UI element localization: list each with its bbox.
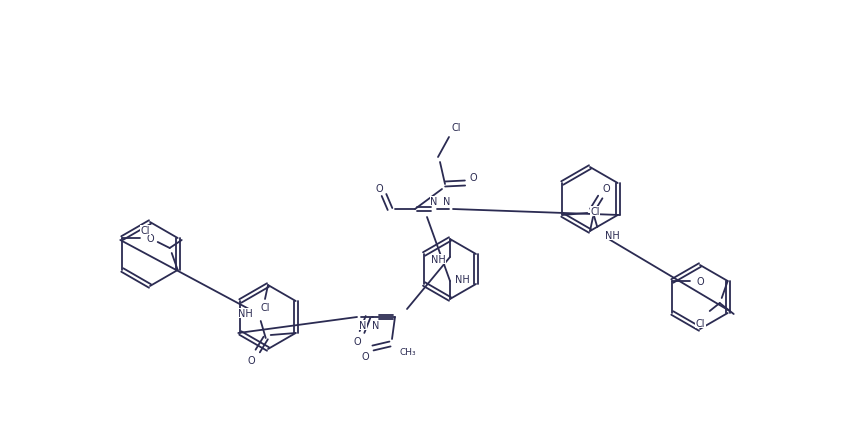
Text: O: O bbox=[375, 184, 383, 194]
Text: CH₃: CH₃ bbox=[400, 348, 417, 357]
Text: O: O bbox=[361, 351, 369, 361]
Text: O: O bbox=[354, 336, 360, 346]
Text: Cl: Cl bbox=[696, 318, 705, 328]
Text: NH: NH bbox=[605, 230, 619, 240]
Text: O: O bbox=[602, 184, 610, 194]
Text: N: N bbox=[372, 320, 380, 330]
Text: O: O bbox=[696, 276, 704, 286]
Text: NH: NH bbox=[455, 274, 469, 284]
Text: N: N bbox=[443, 197, 451, 207]
Text: N: N bbox=[430, 197, 438, 207]
Text: O: O bbox=[469, 173, 477, 183]
Text: NH: NH bbox=[239, 308, 253, 318]
Text: N: N bbox=[360, 320, 366, 330]
Text: NH: NH bbox=[430, 254, 446, 264]
Text: Cl: Cl bbox=[141, 226, 151, 236]
Text: Cl: Cl bbox=[260, 302, 270, 312]
Text: O: O bbox=[147, 233, 154, 243]
Text: Cl: Cl bbox=[590, 207, 600, 217]
Text: Cl: Cl bbox=[452, 123, 461, 133]
Text: O: O bbox=[248, 355, 256, 365]
